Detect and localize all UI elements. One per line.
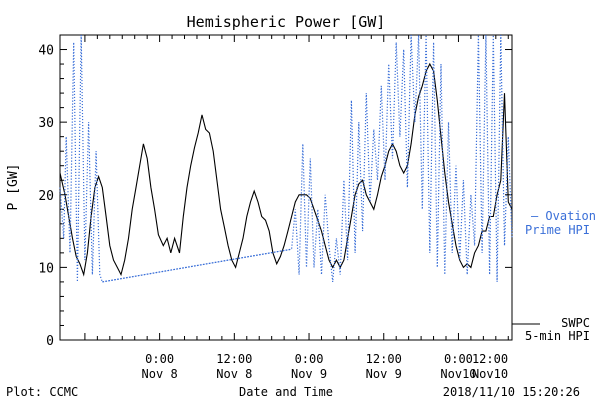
x-tick-time-label: 12:00 — [366, 352, 402, 366]
legend-ovation-line2: Prime HPI — [525, 223, 590, 237]
legend-swpc-line1: SWPC — [561, 316, 590, 330]
x-tick-time-label: 12:00 — [216, 352, 252, 366]
x-tick-time-label: 12:00 — [472, 352, 508, 366]
x-tick-time-label: 0:00 — [145, 352, 174, 366]
y-tick-label: 10 — [38, 261, 54, 276]
swpc-series-line — [59, 62, 513, 277]
y-tick-label: 40 — [38, 44, 54, 59]
x-tick-time-label: 0:00 — [295, 352, 324, 366]
y-axis-label: P [GW] — [6, 164, 21, 211]
x-tick-date-label: Nov 9 — [366, 367, 402, 381]
x-tick-date-label: Nov 8 — [142, 367, 178, 381]
series-layer — [59, 34, 513, 283]
x-tick-time-label: 0:00 — [444, 352, 473, 366]
footer-left: Plot: CCMC — [6, 385, 78, 399]
plot-frame — [59, 34, 513, 341]
x-tick-date-label: Nov10 — [440, 367, 476, 381]
y-tick-label: 30 — [38, 116, 54, 131]
y-axis: 0 10 20 30 40 — [38, 44, 512, 349]
y-tick-label: 0 — [46, 334, 54, 349]
ovation-gap-line — [102, 248, 292, 283]
x-axis-label: Date and Time — [239, 385, 333, 399]
legend-swpc-line2: 5-min HPI — [525, 329, 590, 343]
x-tick-date-label: Nov 9 — [291, 367, 327, 381]
y-tick-label: 20 — [38, 189, 54, 204]
chart-title: Hemispheric Power [GW] — [187, 13, 386, 31]
legend: — Ovation Prime HPI SWPC 5-min HPI — [512, 209, 596, 343]
x-tick-date-label: Nov 8 — [216, 367, 252, 381]
x-tick-date-label: Nov10 — [472, 367, 508, 381]
footer-right: 2018/11/10 15:20:26 — [443, 385, 580, 399]
legend-ovation-line1: — Ovation — [531, 209, 596, 223]
